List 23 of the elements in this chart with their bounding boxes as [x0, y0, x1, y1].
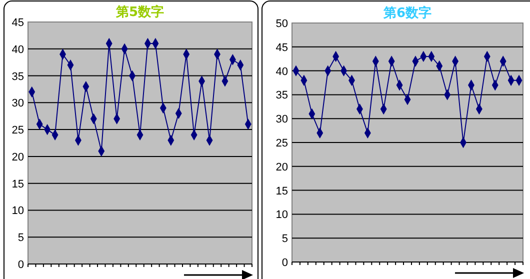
y-tick-label: 15 [276, 185, 288, 198]
y-tick-label: 35 [12, 70, 24, 83]
chart-title: 第6数字 [382, 5, 432, 21]
y-tick-label: 5 [18, 232, 24, 244]
y-tick-label: 5 [282, 233, 288, 246]
y-tick-label: 0 [282, 257, 288, 269]
y-tick-label: 15 [12, 178, 24, 190]
y-tick-label: 10 [12, 205, 24, 218]
y-tick-label: 50 [276, 18, 288, 30]
y-tick-label: 25 [12, 124, 24, 137]
y-tick-label: 35 [276, 90, 288, 102]
y-tick-label: 25 [276, 138, 288, 150]
y-tick-label: 40 [12, 44, 24, 56]
y-tick-label: 45 [12, 17, 24, 29]
y-tick-label: 45 [276, 42, 288, 54]
y-tick-label: 20 [12, 151, 24, 164]
y-tick-label: 10 [276, 209, 288, 222]
y-tick-label: 20 [276, 161, 288, 174]
chart-title: 第5数字 [114, 4, 164, 20]
y-tick-label: 40 [276, 66, 288, 78]
y-tick-label: 30 [276, 114, 288, 126]
y-tick-label: 30 [12, 98, 24, 110]
y-tick-label: 0 [18, 259, 24, 271]
